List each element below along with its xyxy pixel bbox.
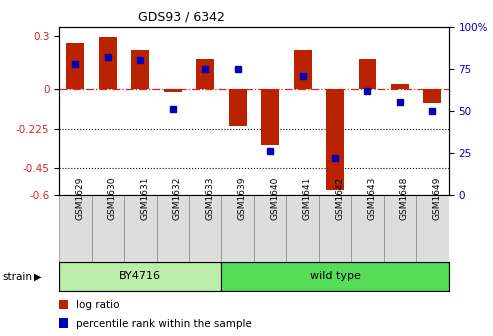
Text: GSM1630: GSM1630 xyxy=(108,177,117,220)
Text: GSM1649: GSM1649 xyxy=(432,177,441,220)
Bar xyxy=(416,195,449,269)
Text: GSM1643: GSM1643 xyxy=(367,177,377,220)
Bar xyxy=(229,89,246,126)
Bar xyxy=(59,195,92,269)
Bar xyxy=(131,50,149,89)
Text: percentile rank within the sample: percentile rank within the sample xyxy=(76,319,252,329)
Bar xyxy=(326,89,344,190)
Bar xyxy=(196,59,214,89)
Text: GSM1641: GSM1641 xyxy=(303,177,312,220)
Text: GSM1631: GSM1631 xyxy=(141,177,149,220)
Bar xyxy=(124,195,156,269)
Text: GSM1629: GSM1629 xyxy=(75,177,84,220)
Text: GDS93 / 6342: GDS93 / 6342 xyxy=(138,10,225,23)
Text: GSM1648: GSM1648 xyxy=(400,177,409,220)
Bar xyxy=(164,89,182,92)
Bar xyxy=(351,195,384,269)
Bar xyxy=(156,195,189,269)
Bar xyxy=(67,43,84,89)
Bar xyxy=(423,89,441,103)
Bar xyxy=(358,59,377,89)
Bar xyxy=(92,195,124,269)
Bar xyxy=(391,84,409,89)
Text: BY4716: BY4716 xyxy=(119,271,161,281)
Text: GSM1640: GSM1640 xyxy=(270,177,279,220)
Text: strain: strain xyxy=(2,272,33,282)
Bar xyxy=(99,37,117,89)
Bar xyxy=(261,89,279,145)
Text: GSM1632: GSM1632 xyxy=(173,177,182,220)
Text: GSM1642: GSM1642 xyxy=(335,177,344,220)
Bar xyxy=(319,195,351,269)
Text: GSM1633: GSM1633 xyxy=(205,177,214,220)
Bar xyxy=(294,50,312,89)
Text: wild type: wild type xyxy=(310,271,360,281)
Bar xyxy=(221,262,449,291)
Bar xyxy=(384,195,416,269)
Text: ▶: ▶ xyxy=(34,272,41,282)
Text: log ratio: log ratio xyxy=(76,300,120,310)
Text: GSM1639: GSM1639 xyxy=(238,177,246,220)
Bar xyxy=(189,195,221,269)
Bar xyxy=(254,195,286,269)
Bar xyxy=(221,195,254,269)
Bar xyxy=(59,262,221,291)
Bar xyxy=(286,195,319,269)
